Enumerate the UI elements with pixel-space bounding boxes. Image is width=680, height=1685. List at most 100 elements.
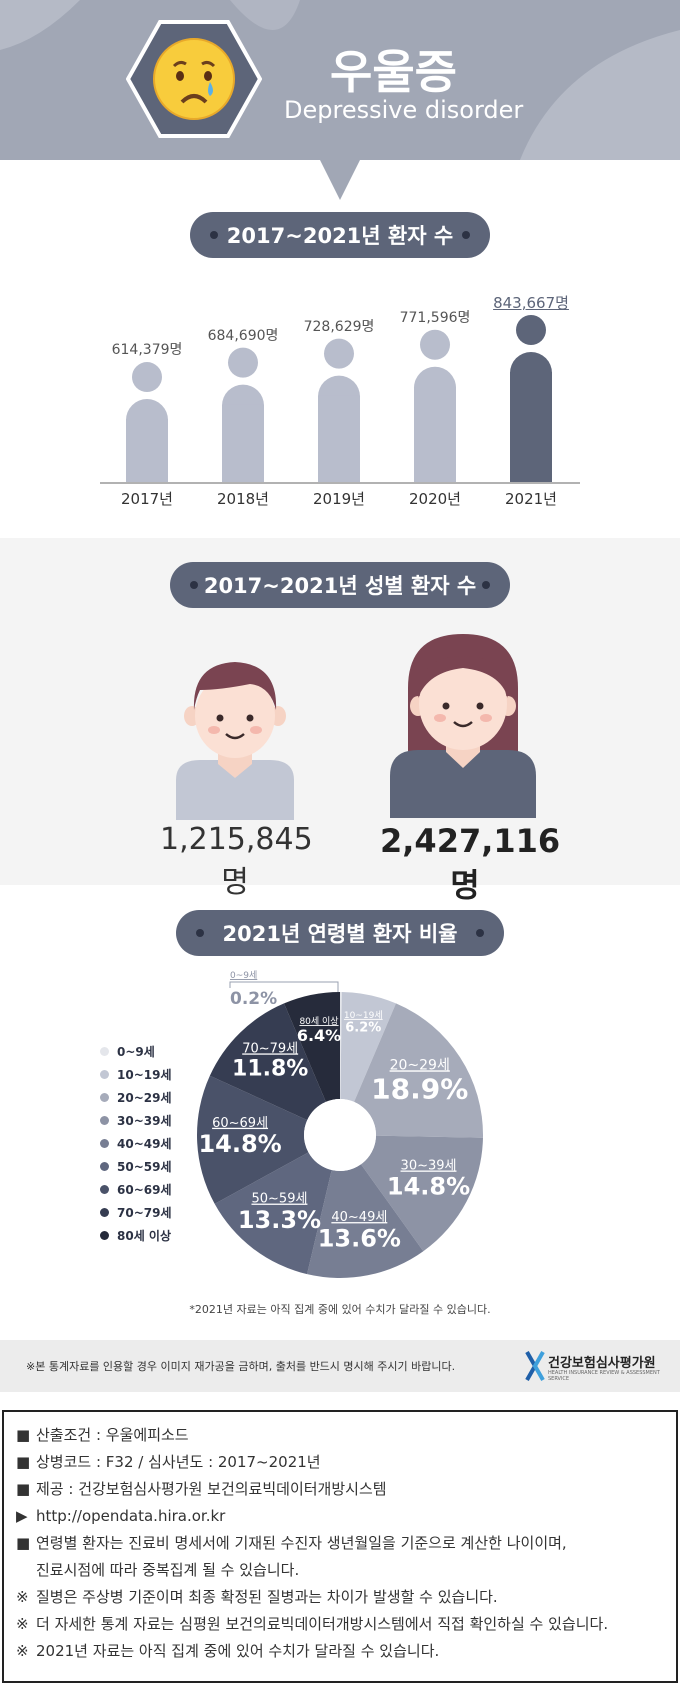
donut-category-label: 70~79세 <box>242 1041 298 1056</box>
pill-dot <box>196 929 204 937</box>
legend-item: 60~69세 <box>100 1178 172 1201</box>
pill-dot <box>476 929 484 937</box>
legend-item: 0~9세 <box>100 1040 172 1063</box>
bar-body-base <box>510 372 552 482</box>
bar-head <box>516 315 546 345</box>
note-marker: ■ <box>16 1480 31 1498</box>
donut-category-label: 60~69세 <box>212 1116 268 1131</box>
hira-logo-sub: HEALTH INSURANCE REVIEW & ASSESSMENT SER… <box>548 1370 660 1382</box>
section-title-gender-text: 2017~2021년 성별 환자 수 <box>203 574 477 598</box>
bar-1 <box>126 362 168 482</box>
legend-item: 80세 이상 <box>100 1224 172 1247</box>
note-marker: ※ <box>16 1588 29 1606</box>
donut-category-label: 50~59세 <box>251 1192 307 1207</box>
legend-item: 50~59세 <box>100 1155 172 1178</box>
note-marker: ■ <box>16 1426 31 1444</box>
copyright-notice: ※본 통계자료를 인용할 경우 이미지 재가공을 금하며, 출처를 반드시 명시… <box>26 1360 456 1373</box>
donut-value-label: 14.8% <box>387 1173 470 1201</box>
legend-swatch <box>100 1185 109 1194</box>
copyright-bar: ※본 통계자료를 인용할 경우 이미지 재가공을 금하며, 출처를 반드시 명시… <box>0 1340 680 1392</box>
donut-value-label: 6.4% <box>297 1026 341 1045</box>
opendata-link[interactable]: http://opendata.hira.or.kr <box>36 1507 226 1525</box>
legend-item: 70~79세 <box>100 1201 172 1224</box>
pie-footnote: *2021년 자료는 아직 집계 중에 있어 수치가 달라질 수 있습니다. <box>189 1303 491 1316</box>
donut-value-label: 18.9% <box>371 1073 468 1106</box>
note-text: 제공 : 건강보험심사평가원 보건의료빅데이터개방시스템 <box>36 1480 387 1498</box>
note-line: 진료시점에 따라 중복집계 될 수 있습니다. <box>16 1557 664 1584</box>
bar-value-label: 684,690명 <box>207 327 279 344</box>
note-marker: ※ <box>16 1615 29 1633</box>
donut-hole <box>304 1099 376 1171</box>
bar-2 <box>222 347 264 482</box>
donut-slice-8 <box>209 1003 326 1121</box>
section-title-gender: 2017~2021년 성별 환자 수 <box>170 562 510 608</box>
legend-swatch <box>100 1162 109 1171</box>
crying-face-icon <box>126 20 262 138</box>
legend-item: 40~49세 <box>100 1132 172 1155</box>
donut-value-label: 14.8% <box>198 1130 281 1158</box>
note-text: 2021년 자료는 아직 집계 중에 있어 수치가 달라질 수 있습니다. <box>36 1642 440 1660</box>
donut-slice-6 <box>214 1152 332 1275</box>
donut-slice-1 <box>340 992 342 1100</box>
note-text: 진료시점에 따라 중복집계 될 수 있습니다. <box>36 1561 300 1579</box>
patients-bar-chart: 614,379명 2017년 684,690명 2018년 728,629명 2019년 7… <box>0 270 680 520</box>
section-title-age-text: 2021년 연령별 환자 비율 <box>222 922 458 946</box>
bar-head <box>324 338 354 369</box>
legend-label: 60~69세 <box>117 1183 172 1197</box>
header-banner: 우울증 Depressive disorder <box>0 0 680 200</box>
section-title-age: 2021년 연령별 환자 비율 <box>176 910 504 956</box>
legend-item: 30~39세 <box>100 1109 172 1132</box>
legend-swatch <box>100 1231 109 1240</box>
bar-body-base <box>414 386 456 482</box>
female-avatar-icon <box>390 634 536 818</box>
donut-value-label: 13.6% <box>318 1224 401 1252</box>
bar-body-base <box>126 419 168 482</box>
bar-head <box>132 362 162 393</box>
note-text: 더 자세한 통계 자료는 심평원 보건의료빅데이터개방시스템에서 직접 확인하실… <box>36 1615 609 1633</box>
donut-category-label: 0~9세 <box>230 970 257 981</box>
note-line: ※ 더 자세한 통계 자료는 심평원 보건의료빅데이터개방시스템에서 직접 확인하… <box>16 1611 664 1638</box>
bar-value-label: 771,596명 <box>399 309 471 326</box>
donut-value-label: 0.2% <box>230 989 277 1009</box>
legend-label: 10~19세 <box>117 1068 172 1082</box>
note-line: ■ 산출조건 : 우울에피소드 <box>16 1422 664 1449</box>
bar-head <box>420 329 450 360</box>
male-count: 1,215,845명 <box>160 822 313 900</box>
note-marker: ■ <box>16 1453 31 1471</box>
notes-box: ■ 산출조건 : 우울에피소드 ■ 상병코드 : F32 / 심사년도 : 2017~… <box>2 1410 678 1683</box>
donut-slice-9 <box>284 992 340 1102</box>
legend-swatch <box>100 1093 109 1102</box>
page-subtitle: Depressive disorder <box>284 96 524 124</box>
bar-category-label: 2017년 <box>121 490 173 508</box>
donut-category-label: 80세 이상 <box>299 1016 338 1027</box>
bar-chart-svg <box>100 315 580 484</box>
note-line[interactable]: ▶ http://opendata.hira.or.kr <box>16 1503 664 1530</box>
pill-dot <box>210 231 218 239</box>
female-count: 2,427,116명 <box>380 822 561 904</box>
note-marker: ※ <box>16 1642 29 1660</box>
bar-value-label: 614,379명 <box>111 342 183 359</box>
callout-line <box>229 981 339 992</box>
legend-label: 70~79세 <box>117 1206 172 1220</box>
section-title-patients-text: 2017~2021년 환자 수 <box>226 224 454 248</box>
note-marker: ■ <box>16 1534 31 1552</box>
bar-category-label: 2021년 <box>505 490 557 508</box>
legend-swatch <box>100 1070 109 1079</box>
note-line: ■ 상병코드 : F32 / 심사년도 : 2017~2021년 <box>16 1449 664 1476</box>
note-line: ■ 연령별 환자는 진료비 명세서에 기재된 수진자 생년월일을 기준으로 계산한… <box>16 1530 664 1557</box>
note-text: 산출조건 : 우울에피소드 <box>36 1426 189 1444</box>
bar-head <box>228 347 258 378</box>
bar-category-label: 2019년 <box>313 490 365 508</box>
note-line: ※ 2021년 자료는 아직 집계 중에 있어 수치가 달라질 수 있습니다. <box>16 1638 664 1665</box>
legend-swatch <box>100 1208 109 1217</box>
bar-category-label: 2020년 <box>409 490 461 508</box>
bar-value-label: 843,667명 <box>493 294 569 312</box>
legend-swatch <box>100 1139 109 1148</box>
hira-logo-name: 건강보험심사평가원 <box>548 1356 656 1371</box>
legend-label: 40~49세 <box>117 1137 172 1151</box>
bar-4 <box>414 329 456 482</box>
donut-value-label: 6.2% <box>345 1021 381 1036</box>
bar-category-label: 2018년 <box>217 490 269 508</box>
note-text: 질병은 주상병 기준이며 최종 확정된 질병과는 차이가 발생할 수 있습니다. <box>36 1588 498 1606</box>
note-marker: ▶ <box>16 1507 28 1525</box>
